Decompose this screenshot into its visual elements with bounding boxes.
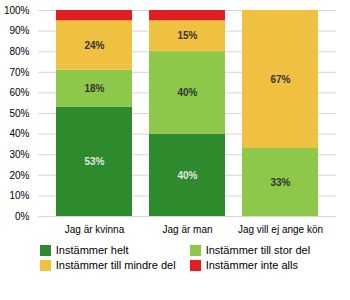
svg-text:53%: 53% [84, 156, 104, 167]
svg-text:70%: 70% [9, 67, 29, 78]
svg-text:0%: 0% [15, 211, 30, 222]
svg-text:10%: 10% [9, 190, 29, 201]
svg-text:90%: 90% [9, 25, 29, 36]
svg-text:Jag vill ej ange kön: Jag vill ej ange kön [238, 224, 323, 235]
svg-text:67%: 67% [270, 74, 290, 85]
svg-text:40%: 40% [177, 87, 197, 98]
html-text:Instämmer till mindre del: Instämmer till mindre del [55, 259, 176, 271]
svg-text:50%: 50% [9, 108, 29, 119]
svg-text:60%: 60% [9, 87, 29, 98]
html-text:Instämmer inte alls: Instämmer inte alls [205, 259, 298, 271]
svg-text:Jag är kvinna: Jag är kvinna [65, 224, 125, 235]
svg-text:33%: 33% [270, 177, 290, 188]
html-text:Instämmer helt: Instämmer helt [55, 244, 129, 256]
svg-text:20%: 20% [9, 170, 29, 181]
svg-text:40%: 40% [9, 128, 29, 139]
svg-text:24%: 24% [84, 40, 104, 51]
svg-text:18%: 18% [84, 83, 104, 94]
html-text:Instämmer till stor del: Instämmer till stor del [205, 244, 311, 256]
svg-text:100%: 100% [4, 5, 30, 16]
svg-text:Jag är man: Jag är man [162, 224, 212, 235]
svg-text:15%: 15% [177, 30, 197, 41]
svg-text:80%: 80% [9, 46, 29, 57]
svg-text:30%: 30% [9, 149, 29, 160]
svg-text:40%: 40% [177, 170, 197, 181]
